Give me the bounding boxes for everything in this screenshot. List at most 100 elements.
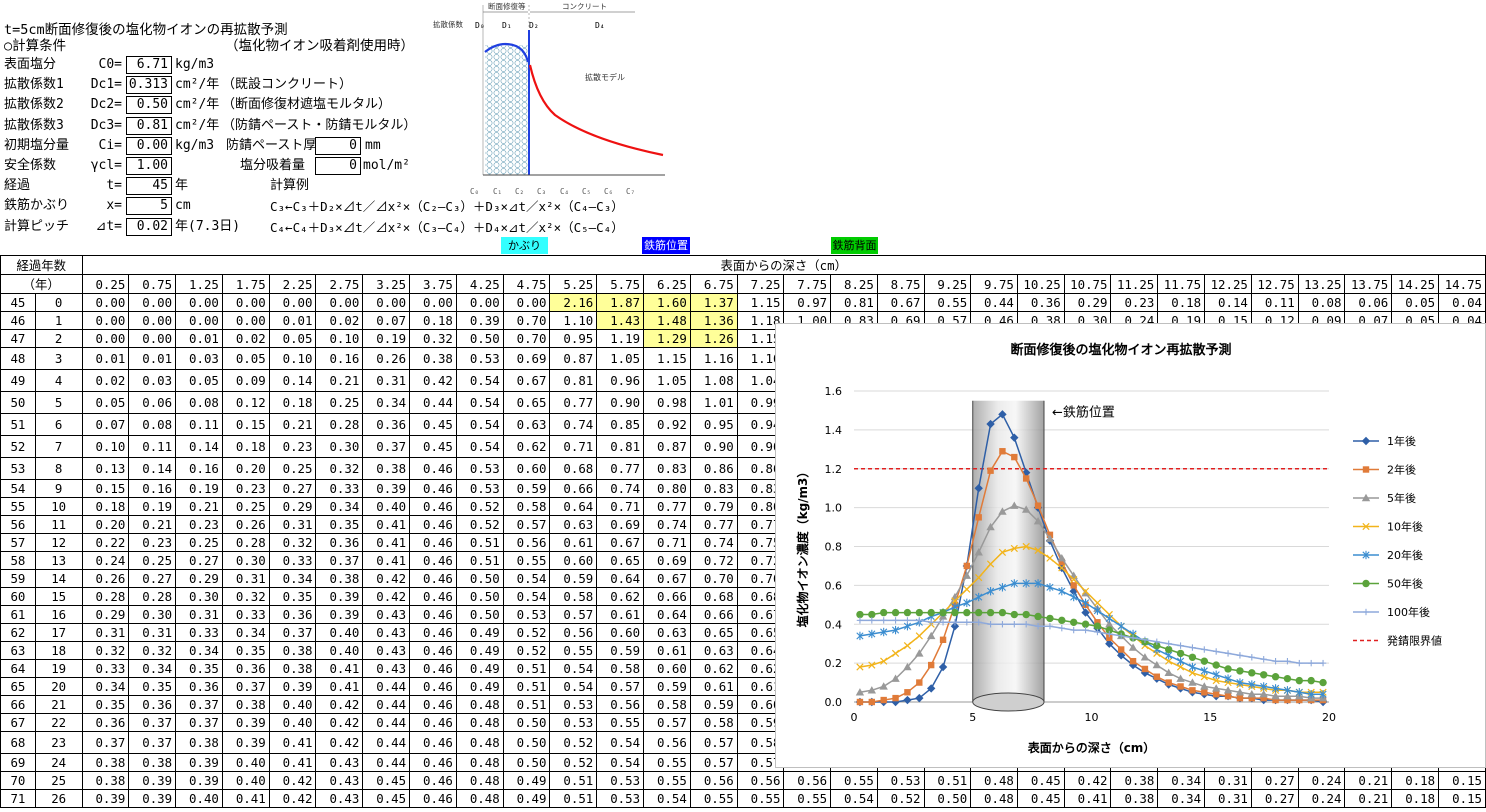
elapsed-cell[interactable]: 16 [34, 605, 83, 624]
value-cell[interactable]: 0.14 [1204, 293, 1252, 312]
value-cell[interactable]: 0.81 [596, 435, 645, 458]
value-cell[interactable]: 0.46 [409, 753, 457, 772]
value-cell[interactable]: 0.35 [175, 659, 223, 678]
value-cell[interactable]: 0.63 [502, 413, 551, 436]
value-cell[interactable]: 0.21 [128, 515, 177, 534]
value-cell[interactable]: 0.02 [81, 369, 130, 392]
value-cell[interactable]: 0.21 [175, 497, 223, 516]
condition-value-input[interactable]: 0.50 [126, 96, 172, 114]
value-cell[interactable]: 0.52 [502, 641, 551, 660]
value-cell[interactable]: 1.15 [736, 293, 785, 312]
value-cell[interactable]: 0.24 [81, 551, 130, 570]
value-cell[interactable]: 0.41 [362, 551, 411, 570]
value-cell[interactable]: 0.56 [736, 771, 785, 790]
value-cell[interactable]: 1.15 [643, 347, 691, 370]
elapsed-cell[interactable]: 25 [34, 771, 83, 790]
value-cell[interactable]: 0.00 [81, 329, 130, 348]
value-cell[interactable]: 0.46 [409, 771, 457, 790]
year-cell[interactable]: 64 [0, 659, 36, 678]
value-cell[interactable]: 0.41 [221, 789, 270, 808]
value-cell[interactable]: 0.32 [81, 641, 130, 660]
value-cell[interactable]: 0.41 [362, 515, 411, 534]
value-cell[interactable]: 0.48 [455, 695, 504, 714]
value-cell[interactable]: 0.00 [81, 293, 130, 312]
value-cell[interactable]: 0.41 [362, 533, 411, 552]
value-cell[interactable]: 0.68 [549, 457, 598, 480]
value-cell[interactable]: 0.46 [409, 713, 457, 732]
value-cell[interactable]: 0.62 [596, 587, 645, 606]
value-cell[interactable]: 0.86 [736, 457, 785, 480]
value-cell[interactable]: 0.46 [409, 497, 457, 516]
value-cell[interactable]: 0.61 [549, 533, 598, 552]
value-cell[interactable]: 0.54 [643, 789, 691, 808]
value-cell[interactable]: 0.46 [409, 789, 457, 808]
value-cell[interactable]: 0.29 [1063, 293, 1112, 312]
value-cell[interactable]: 0.44 [362, 731, 411, 754]
value-cell[interactable]: 0.97 [783, 293, 832, 312]
value-cell[interactable]: 0.19 [175, 479, 223, 498]
value-cell[interactable]: 0.56 [502, 533, 551, 552]
condition-value-input[interactable]: 0.313 [126, 76, 172, 94]
value-cell[interactable]: 0.33 [268, 551, 317, 570]
value-cell[interactable]: 0.33 [315, 479, 364, 498]
value-cell[interactable]: 0.43 [362, 659, 411, 678]
value-cell[interactable]: 0.20 [221, 457, 270, 480]
value-cell[interactable]: 0.39 [268, 677, 317, 696]
value-cell[interactable]: 0.41 [315, 677, 364, 696]
value-cell[interactable]: 0.52 [455, 515, 504, 534]
value-cell[interactable]: 0.53 [502, 605, 551, 624]
elapsed-cell[interactable]: 6 [34, 413, 83, 436]
value-cell[interactable]: 0.00 [128, 329, 177, 348]
condition-value-input[interactable]: 6.71 [126, 56, 172, 74]
value-cell[interactable]: 0.36 [175, 677, 223, 696]
value-cell[interactable]: 0.23 [221, 479, 270, 498]
elapsed-cell[interactable]: 22 [34, 713, 83, 732]
value-cell[interactable]: 0.81 [830, 293, 878, 312]
value-cell[interactable]: 0.51 [455, 533, 504, 552]
value-cell[interactable]: 0.45 [1016, 771, 1065, 790]
value-cell[interactable]: 0.61 [689, 677, 738, 696]
value-cell[interactable]: 0.54 [455, 435, 504, 458]
value-cell[interactable]: 0.59 [549, 569, 598, 588]
elapsed-cell[interactable]: 10 [34, 497, 83, 516]
value-cell[interactable]: 0.30 [175, 587, 223, 606]
value-cell[interactable]: 0.52 [455, 497, 504, 516]
value-cell[interactable]: 0.05 [221, 347, 270, 370]
value-cell[interactable]: 0.50 [455, 605, 504, 624]
value-cell[interactable]: 0.48 [455, 753, 504, 772]
value-cell[interactable]: 0.25 [128, 551, 177, 570]
value-cell[interactable]: 0.23 [128, 533, 177, 552]
value-cell[interactable]: 0.69 [502, 347, 551, 370]
value-cell[interactable]: 0.77 [689, 515, 738, 534]
value-cell[interactable]: 1.29 [643, 329, 691, 348]
value-cell[interactable]: 0.00 [221, 311, 270, 330]
value-cell[interactable]: 0.49 [455, 623, 504, 642]
value-cell[interactable]: 0.01 [175, 329, 223, 348]
value-cell[interactable]: 0.34 [221, 623, 270, 642]
value-cell[interactable]: 0.45 [362, 789, 411, 808]
value-cell[interactable]: 0.01 [128, 347, 177, 370]
value-cell[interactable]: 0.40 [221, 753, 270, 772]
value-cell[interactable]: 0.28 [221, 533, 270, 552]
value-cell[interactable]: 0.42 [315, 731, 364, 754]
value-cell[interactable]: 0.64 [549, 497, 598, 516]
year-cell[interactable]: 46 [0, 311, 36, 330]
value-cell[interactable]: 0.44 [362, 695, 411, 714]
year-cell[interactable]: 45 [0, 293, 36, 312]
value-cell[interactable]: 0.43 [315, 771, 364, 790]
value-cell[interactable]: 0.18 [1391, 771, 1440, 790]
value-cell[interactable]: 0.05 [268, 329, 317, 348]
value-cell[interactable]: 0.31 [128, 623, 177, 642]
value-cell[interactable]: 0.42 [315, 695, 364, 714]
value-cell[interactable]: 0.26 [221, 515, 270, 534]
value-cell[interactable]: 0.28 [81, 587, 130, 606]
value-cell[interactable]: 0.35 [128, 677, 177, 696]
year-cell[interactable]: 47 [0, 329, 36, 348]
value-cell[interactable]: 0.15 [1438, 789, 1486, 808]
value-cell[interactable]: 0.56 [643, 731, 691, 754]
value-cell[interactable]: 0.53 [596, 789, 645, 808]
value-cell[interactable]: 0.14 [175, 435, 223, 458]
value-cell[interactable]: 0.30 [221, 551, 270, 570]
value-cell[interactable]: 0.59 [596, 641, 645, 660]
year-cell[interactable]: 58 [0, 551, 36, 570]
